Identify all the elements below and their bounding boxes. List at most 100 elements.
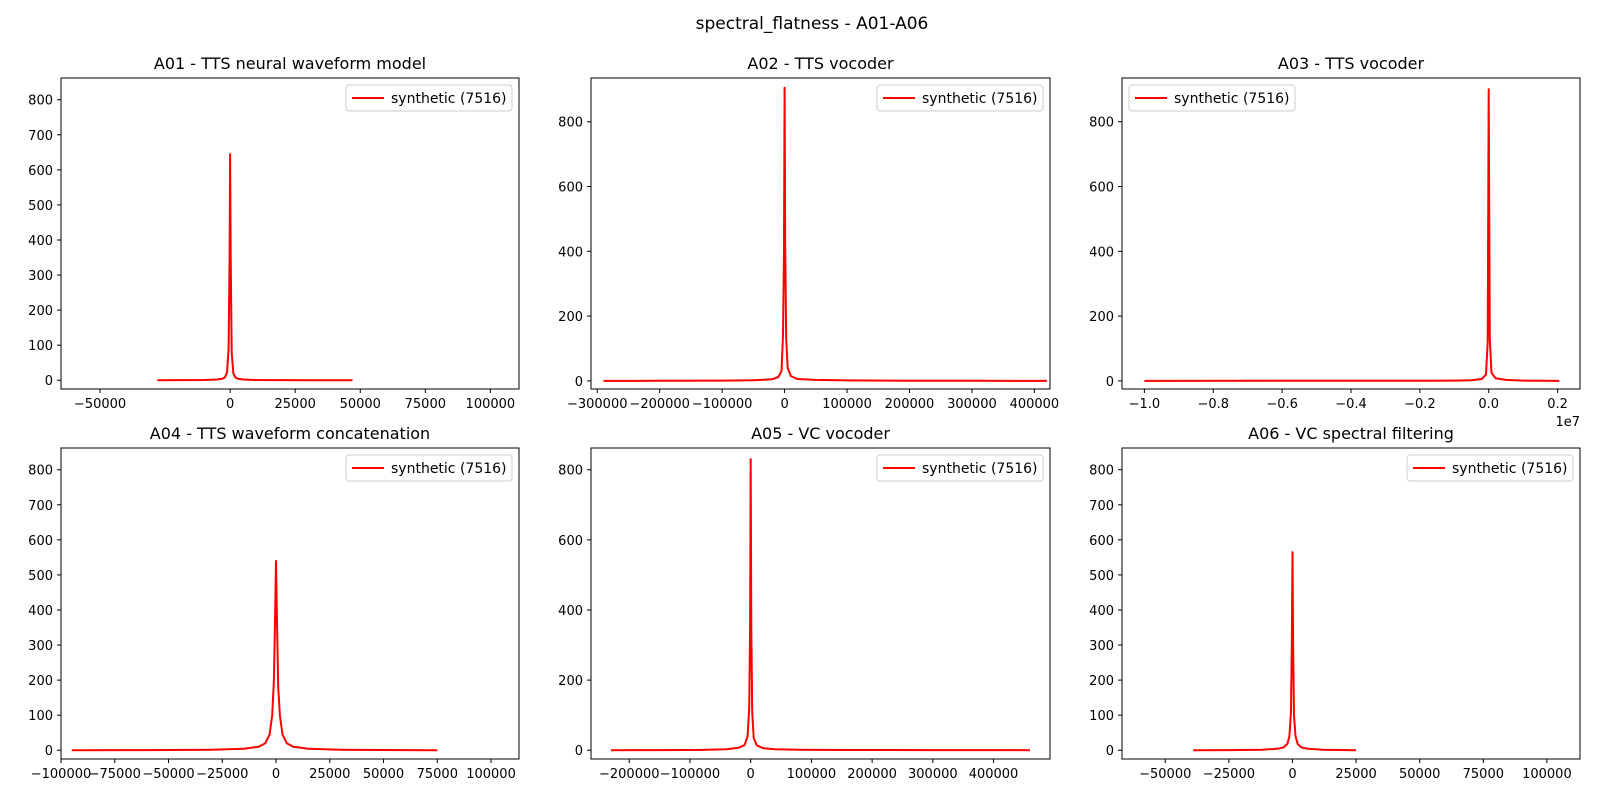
x-tick-label: 300000 [947, 397, 997, 412]
legend-frame [876, 454, 1044, 482]
subplot-title: A04 - TTS waveform concatenation [150, 424, 430, 443]
x-tick-label: 75000 [417, 767, 458, 782]
x-tick-label: −25000 [1203, 767, 1255, 782]
subplot-title: A01 - TTS neural waveform model [154, 54, 426, 73]
y-tick-label: 800 [558, 464, 583, 479]
y-tick-label: 800 [28, 464, 53, 479]
axes-frame [60, 447, 520, 760]
y-tick-label: 500 [28, 569, 53, 584]
x-tick-label: 100000 [787, 767, 837, 782]
legend-frame [1406, 454, 1574, 482]
y-tick-label: 300 [28, 269, 53, 284]
x-tick-label: −50000 [74, 397, 126, 412]
x-tick-label: 400000 [1010, 397, 1060, 412]
y-tick-label: 0 [45, 374, 53, 389]
y-tick-label: 700 [28, 499, 53, 514]
x-tick-label: 75000 [405, 397, 446, 412]
x-tick-label: −0.6 [1266, 397, 1298, 412]
y-tick-label: 400 [1089, 245, 1114, 260]
subplot-title: A03 - TTS vocoder [1278, 54, 1425, 73]
legend-frame [876, 84, 1044, 112]
x-tick-label: −75000 [89, 767, 141, 782]
subplot-3: A03 - TTS vocoder 0 200 400 600 800 −1.0 −0.8 −0… [1089, 54, 1581, 430]
x-tick-label: 25000 [275, 397, 316, 412]
subplot-title: A06 - VC spectral filtering [1248, 424, 1454, 443]
y-tick-label: 0 [45, 744, 53, 759]
x-tick-label: −100000 [660, 767, 721, 782]
x-offset-label: 1e7 [1555, 415, 1580, 430]
x-tick-label: 0 [1288, 767, 1296, 782]
legend-label: synthetic (7516) [1452, 461, 1568, 477]
y-tick-label: 200 [1089, 310, 1114, 325]
legend: synthetic (7516) [345, 84, 513, 112]
y-tick-label: 600 [1089, 181, 1114, 196]
x-tick-label: 200000 [847, 767, 897, 782]
x-tick-label: −200000 [599, 767, 660, 782]
legend-label: synthetic (7516) [1174, 91, 1290, 107]
y-tick-label: 400 [1089, 604, 1114, 619]
x-tick-label: −50000 [142, 767, 194, 782]
x-tick-label: 50000 [1399, 767, 1440, 782]
y-tick-label: 200 [1089, 674, 1114, 689]
y-tick-label: 0 [575, 375, 583, 390]
subplot-1: A01 - TTS neural waveform model 0 100 200 30… [28, 54, 520, 412]
y-tick-label: 0 [1106, 375, 1114, 390]
y-tick-label: 500 [1089, 569, 1114, 584]
y-tick-label: 600 [558, 534, 583, 549]
legend-frame [1128, 84, 1296, 112]
figure-title: spectral_flatness - A01-A06 [696, 14, 929, 34]
y-tick-label: 100 [28, 339, 53, 354]
x-tick-label: 0 [226, 397, 234, 412]
x-tick-label: 100000 [466, 397, 516, 412]
x-tick-label: 300000 [908, 767, 958, 782]
x-tick-label: 0.0 [1478, 397, 1499, 412]
legend-label: synthetic (7516) [391, 91, 507, 107]
legend-frame [345, 454, 513, 482]
x-tick-label: 0 [272, 767, 280, 782]
y-tick-label: 400 [558, 245, 583, 260]
legend: synthetic (7516) [1128, 84, 1296, 112]
y-tick-label: 600 [1089, 534, 1114, 549]
y-tick-label: 200 [28, 304, 53, 319]
legend-label: synthetic (7516) [922, 91, 1038, 107]
legend: synthetic (7516) [1406, 454, 1574, 482]
x-tick-label: −25000 [196, 767, 248, 782]
x-tick-label: 200000 [885, 397, 935, 412]
x-tick-label: 25000 [1335, 767, 1376, 782]
legend-label: synthetic (7516) [922, 461, 1038, 477]
y-tick-label: 800 [28, 94, 53, 109]
x-tick-label: −0.4 [1335, 397, 1367, 412]
y-tick-label: 300 [28, 639, 53, 654]
subplot-6: A06 - VC spectral filtering 0 100 200 300 400… [1089, 424, 1581, 782]
y-tick-label: 400 [28, 234, 53, 249]
y-tick-label: 600 [558, 181, 583, 196]
x-tick-label: −200000 [629, 397, 690, 412]
axes-frame [1121, 447, 1581, 760]
y-tick-label: 800 [1089, 116, 1114, 131]
y-tick-label: 700 [1089, 499, 1114, 514]
x-tick-label: −100000 [692, 397, 753, 412]
legend-label: synthetic (7516) [391, 461, 507, 477]
x-tick-label: −0.2 [1404, 397, 1436, 412]
x-tick-label: 25000 [309, 767, 350, 782]
y-tick-label: 600 [28, 534, 53, 549]
x-tick-label: 50000 [363, 767, 404, 782]
series-line [603, 86, 1047, 382]
legend-frame [345, 84, 513, 112]
y-tick-label: 600 [28, 164, 53, 179]
x-tick-label: 0.2 [1547, 397, 1568, 412]
y-tick-label: 400 [558, 604, 583, 619]
y-tick-label: 0 [575, 744, 583, 759]
legend: synthetic (7516) [345, 454, 513, 482]
y-tick-label: 0 [1106, 744, 1114, 759]
legend: synthetic (7516) [876, 84, 1044, 112]
subplot-grid: A01 - TTS neural waveform model 0 100 200 30… [28, 54, 1581, 782]
y-tick-label: 300 [1089, 639, 1114, 654]
x-tick-label: 100000 [822, 397, 872, 412]
x-tick-label: −100000 [31, 767, 92, 782]
y-tick-label: 100 [28, 709, 53, 724]
series-line [157, 153, 353, 382]
x-tick-label: −50000 [1139, 767, 1191, 782]
